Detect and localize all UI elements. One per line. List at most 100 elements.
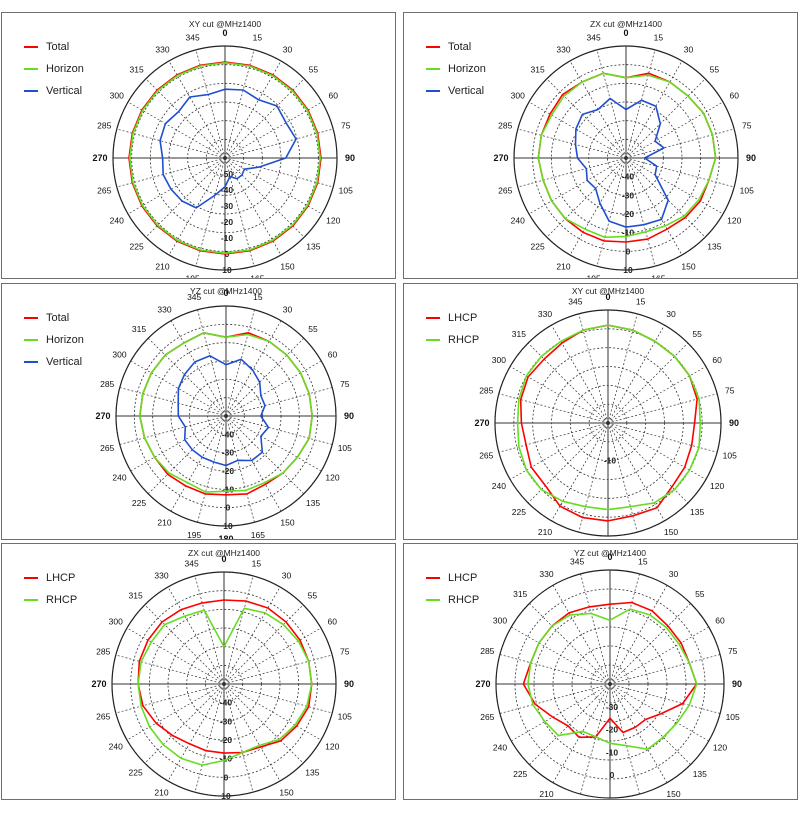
angle-tick-label: 150: [664, 527, 678, 537]
chart-panel-1: XY cut @MHz1400 0 15 30 55 60 75 90 105 120 135 150…: [1, 12, 396, 279]
legend-swatch: [24, 577, 38, 579]
grid-spoke: [224, 60, 282, 159]
angle-tick-label: 135: [306, 498, 320, 508]
angle-tick-label: 135: [690, 507, 704, 517]
angle-tick-label: 0: [605, 292, 610, 302]
angle-tick-label: 240: [492, 481, 506, 491]
grid-spoke: [578, 422, 609, 533]
angle-tick-label: 225: [130, 241, 144, 251]
legend-item-rhcp: RHCP: [426, 334, 479, 346]
angle-tick-label: 55: [308, 591, 318, 601]
grid-spoke: [127, 101, 226, 159]
legend-item-horizon: Horizon: [426, 63, 486, 75]
grid-spoke: [609, 626, 709, 685]
grid-spoke: [145, 78, 226, 159]
angle-tick-label: 225: [129, 767, 143, 777]
angle-tick-label: 135: [305, 767, 319, 777]
legend-label: Horizon: [448, 63, 486, 75]
angle-tick-label: 345: [185, 558, 199, 568]
angle-tick-label: 315: [512, 329, 526, 339]
grid-spoke: [580, 683, 611, 795]
chart-title: XY cut @MHz1400: [189, 19, 262, 29]
angle-tick-label: 240: [493, 743, 507, 753]
grid-spoke: [223, 683, 281, 782]
radial-tick-label: -20: [222, 466, 235, 476]
angle-tick-label: 15: [253, 32, 263, 42]
grid-spoke: [528, 101, 627, 159]
grid-spoke: [224, 101, 323, 159]
grid-spoke: [529, 683, 611, 765]
angle-tick-label: 265: [479, 451, 493, 461]
grid-spoke: [126, 683, 225, 741]
angle-tick-label: 75: [340, 647, 350, 657]
radial-tick-label: 10: [623, 265, 633, 275]
angle-tick-label: 90: [729, 418, 739, 428]
grid-spoke: [609, 683, 640, 795]
angle-tick-label: 75: [725, 385, 735, 395]
angle-tick-label: 300: [492, 355, 506, 365]
grid-spoke: [609, 603, 691, 685]
legend-label: Total: [46, 312, 70, 324]
radial-tick-label: -30: [622, 190, 635, 200]
grid-spoke: [499, 683, 611, 714]
angle-tick-label: 30: [282, 571, 292, 581]
chart-panel-4: XY cut @MHz1400 0 15 30 55 60 75 90 105 120 135 150…: [403, 283, 798, 540]
radial-tick-label: -10: [606, 747, 619, 757]
radial-tick-label: -40: [221, 185, 234, 195]
angle-tick-label: 300: [511, 91, 525, 101]
angle-tick-label: 60: [730, 91, 740, 101]
angle-tick-label: 120: [713, 743, 727, 753]
angle-tick-label: 285: [480, 646, 494, 656]
angle-tick-label: 105: [338, 711, 352, 721]
angle-tick-label: 270: [493, 153, 508, 163]
angle-tick-label: 135: [693, 769, 707, 779]
grid-spoke: [223, 683, 333, 714]
radial-tick-label: -10: [622, 228, 635, 238]
angle-tick-label: 330: [539, 569, 553, 579]
radial-tick-label: -50: [221, 169, 234, 179]
angle-tick-label: 165: [250, 274, 264, 278]
angle-tick-label: 60: [328, 350, 338, 360]
grid-spoke: [625, 157, 656, 267]
angle-tick-label: 345: [186, 32, 200, 42]
angle-tick-label: 265: [498, 185, 512, 195]
grid-spoke: [528, 157, 627, 215]
grid-spoke: [607, 324, 665, 424]
angle-tick-label: 0: [223, 288, 228, 298]
legend-label: LHCP: [448, 572, 478, 584]
grid-spoke: [607, 342, 689, 424]
angle-tick-label: 195: [587, 274, 601, 278]
angle-tick-label: 270: [474, 418, 489, 428]
angle-tick-label: 150: [666, 789, 680, 799]
grid-spoke: [115, 654, 225, 685]
legend-item-rhcp: RHCP: [24, 594, 77, 606]
angle-tick-label: 240: [112, 473, 126, 483]
legend-swatch: [24, 90, 38, 92]
legend-label: Total: [448, 41, 472, 53]
chart-panel-6: YZ cut @MHz1400 0 15 30 55 60 75 90 105 120 135 150…: [403, 543, 798, 800]
angle-tick-label: 15: [636, 296, 646, 306]
legend-swatch: [426, 339, 440, 341]
angle-tick-label: 30: [283, 45, 293, 55]
chart-title: ZX cut @MHz1400: [590, 19, 662, 29]
angle-tick-label: 330: [538, 309, 552, 319]
grid-spoke: [552, 683, 611, 783]
angle-tick-label: 345: [587, 32, 601, 42]
legend-swatch: [426, 90, 440, 92]
legend-label: RHCP: [46, 594, 78, 606]
grid-spoke: [195, 157, 226, 267]
angle-tick-label: 270: [91, 679, 106, 689]
angle-tick-label: 150: [681, 261, 695, 271]
legend-label: Vertical: [448, 85, 485, 97]
angle-tick-label: 0: [221, 554, 226, 564]
grid-spoke: [511, 626, 611, 685]
legend-swatch: [24, 599, 38, 601]
grid-spoke: [609, 683, 691, 765]
legend-item-total: Total: [426, 41, 471, 53]
angle-tick-label: 270: [95, 411, 110, 421]
legend-label: Vertical: [46, 85, 83, 97]
angle-tick-label: 105: [723, 451, 737, 461]
